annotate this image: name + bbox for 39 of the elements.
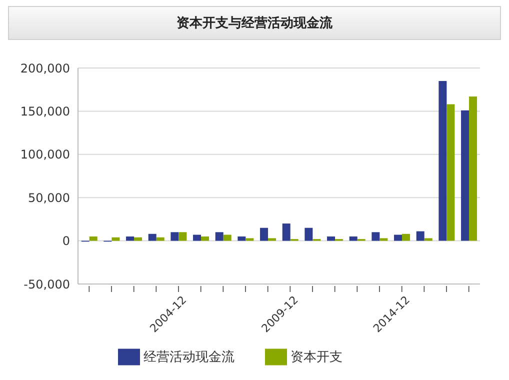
bar: [438, 80, 447, 241]
bar: [416, 231, 424, 241]
bar: [246, 238, 254, 241]
bar: [89, 236, 98, 241]
bar: [424, 238, 432, 241]
bar: [193, 234, 202, 241]
y-tick-label: 150,000: [20, 104, 70, 118]
bar: [126, 236, 134, 241]
y-tick-label: 0: [62, 234, 70, 248]
bar: [238, 236, 246, 241]
legend-label: 资本开支: [290, 350, 342, 365]
bar: [327, 236, 336, 241]
bar: [112, 237, 120, 241]
bar: [260, 228, 268, 241]
bar: [148, 234, 156, 241]
chart-title: 资本开支与经营活动现金流: [8, 6, 501, 40]
y-tick-label: -50,000: [24, 277, 70, 292]
bar: [134, 237, 142, 241]
bar: [380, 238, 388, 241]
y-tick-label: 50,000: [28, 190, 70, 205]
bar: [461, 110, 470, 241]
bar: [304, 228, 313, 241]
bar: [201, 236, 210, 241]
bar: [446, 104, 455, 241]
bar: [156, 237, 164, 241]
bar: [282, 224, 290, 241]
bar: [469, 96, 478, 241]
y-tick-label: 200,000: [20, 61, 70, 76]
bar: [178, 232, 187, 241]
bar: [170, 232, 179, 241]
bar: [372, 232, 380, 241]
bar: [215, 232, 224, 241]
bar: [268, 238, 276, 241]
legend-label: 经营活动现金流: [144, 350, 234, 365]
bar: [223, 234, 232, 241]
bar: [394, 234, 402, 241]
bar: [349, 236, 358, 241]
bar: [402, 234, 410, 241]
y-tick-label: 100,000: [20, 148, 70, 162]
